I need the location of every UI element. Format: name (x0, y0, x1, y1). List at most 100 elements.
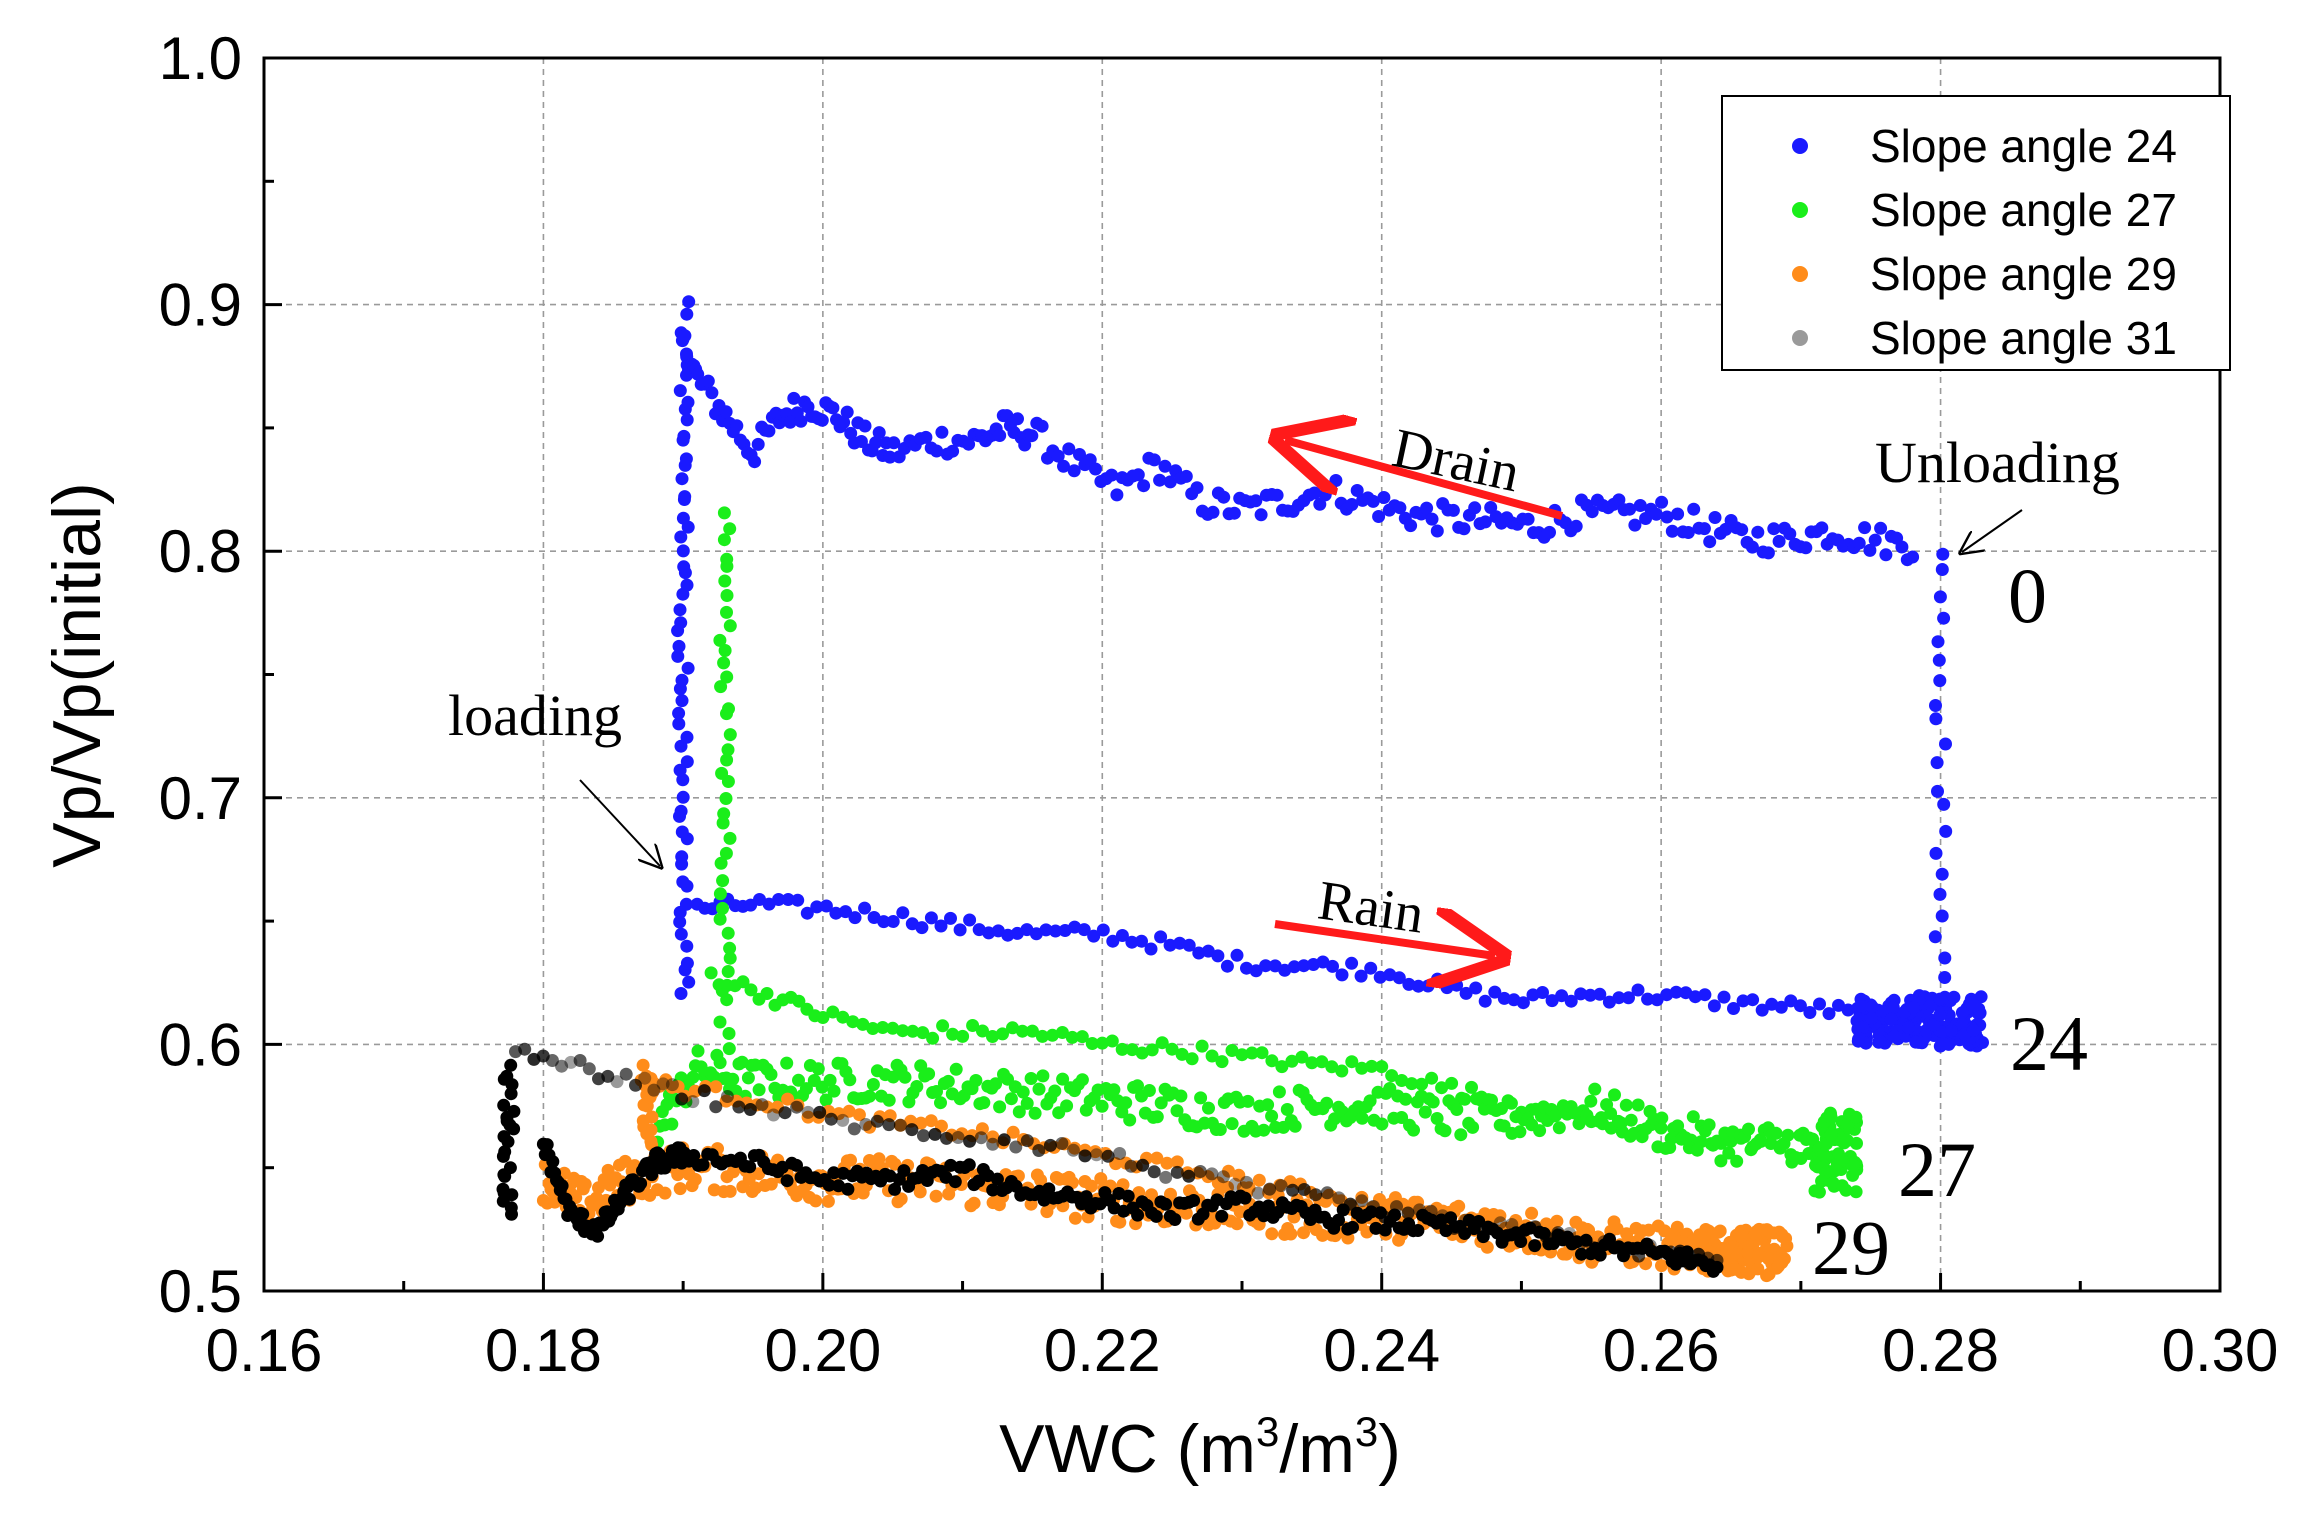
data-point (1179, 469, 1193, 483)
data-point (497, 1130, 511, 1144)
data-point (1435, 1081, 1449, 1095)
data-point (1095, 1099, 1109, 1113)
data-point (1933, 1008, 1947, 1022)
data-point (840, 405, 854, 419)
data-point (898, 1070, 912, 1084)
data-point (677, 429, 691, 443)
data-point (967, 1196, 981, 1210)
data-point (1345, 1055, 1359, 1069)
data-point (1123, 1113, 1137, 1127)
data-point (913, 1185, 927, 1199)
data-point (772, 893, 786, 906)
data-point (1113, 1147, 1127, 1160)
curve-label-29: 29 (1812, 1204, 1890, 1291)
data-point (629, 1078, 642, 1092)
data-point (1206, 505, 1220, 519)
data-point (496, 1182, 510, 1196)
data-point (713, 887, 727, 901)
data-point (1228, 1177, 1242, 1191)
data-point (1789, 1151, 1803, 1164)
data-point (1516, 996, 1530, 1010)
data-point (836, 1113, 850, 1127)
data-point (1057, 459, 1070, 473)
data-point (716, 816, 730, 830)
data-point (1712, 1225, 1726, 1239)
data-point (1085, 1037, 1099, 1050)
data-point (1722, 1146, 1736, 1160)
data-point (1753, 1133, 1767, 1147)
data-point (940, 1131, 953, 1145)
data-point (1335, 1064, 1349, 1078)
data-point (1430, 524, 1444, 538)
data-point (1548, 1109, 1562, 1123)
data-point (1751, 1262, 1765, 1276)
data-point (762, 424, 776, 438)
data-point (680, 755, 694, 769)
data-point (1411, 979, 1425, 993)
data-point (680, 956, 694, 970)
data-point (1938, 971, 1952, 984)
data-point (1115, 929, 1129, 942)
data-point (790, 1158, 803, 1172)
data-point (1062, 442, 1076, 456)
data-point (1411, 1195, 1425, 1209)
data-point (929, 1189, 943, 1203)
legend: Slope angle 24 Slope angle 27 Slope angl… (1721, 95, 2231, 371)
data-point (1159, 1170, 1173, 1184)
data-point (1735, 523, 1749, 537)
data-point (883, 450, 897, 464)
data-point (1649, 507, 1663, 521)
data-point (1708, 511, 1722, 524)
data-point (854, 435, 868, 448)
data-point (1165, 1042, 1179, 1056)
data-point (1355, 1061, 1369, 1075)
data-point (910, 1080, 924, 1093)
data-point (852, 1108, 866, 1122)
data-point (518, 1042, 532, 1056)
data-point (1275, 1060, 1289, 1074)
data-point (966, 1019, 980, 1032)
data-point (869, 436, 883, 450)
data-point (1783, 527, 1797, 541)
data-point (1399, 1092, 1413, 1106)
data-point (1655, 1259, 1668, 1273)
data-point (1006, 1125, 1020, 1139)
data-point (1929, 712, 1943, 726)
data-point (743, 1103, 757, 1116)
data-point (1335, 968, 1349, 982)
data-point (1604, 1107, 1618, 1120)
data-point (717, 506, 731, 520)
data-point (748, 455, 762, 469)
data-point (1142, 1084, 1156, 1097)
data-point (717, 656, 731, 670)
data-point (1846, 1168, 1860, 1182)
data-point (872, 426, 886, 440)
data-point (1438, 1124, 1452, 1138)
data-point (1160, 1156, 1174, 1170)
data-point (674, 530, 688, 544)
data-point (679, 897, 693, 911)
data-point (1018, 438, 1032, 452)
data-point (842, 1104, 856, 1118)
data-point (680, 939, 694, 953)
data-point (1285, 1054, 1299, 1068)
data-point (800, 906, 814, 920)
y-axis-title: Vp/Vp(initial) (39, 482, 115, 868)
data-point (1425, 512, 1439, 526)
data-point (781, 1092, 795, 1106)
data-point (686, 1095, 700, 1109)
legend-label-27: Slope angle 27 (1870, 184, 2177, 236)
data-point (1514, 1235, 1528, 1248)
data-point (1955, 1006, 1969, 1020)
data-point (732, 1100, 746, 1114)
data-point (1623, 502, 1637, 516)
data-point (1411, 1224, 1425, 1237)
data-point (1426, 1095, 1440, 1109)
data-point (1065, 1030, 1079, 1044)
data-point (946, 444, 960, 458)
data-point (1182, 938, 1196, 952)
data-point (500, 1069, 514, 1083)
data-point (1395, 1111, 1409, 1124)
data-point (916, 1026, 930, 1040)
data-point (1619, 1098, 1633, 1112)
